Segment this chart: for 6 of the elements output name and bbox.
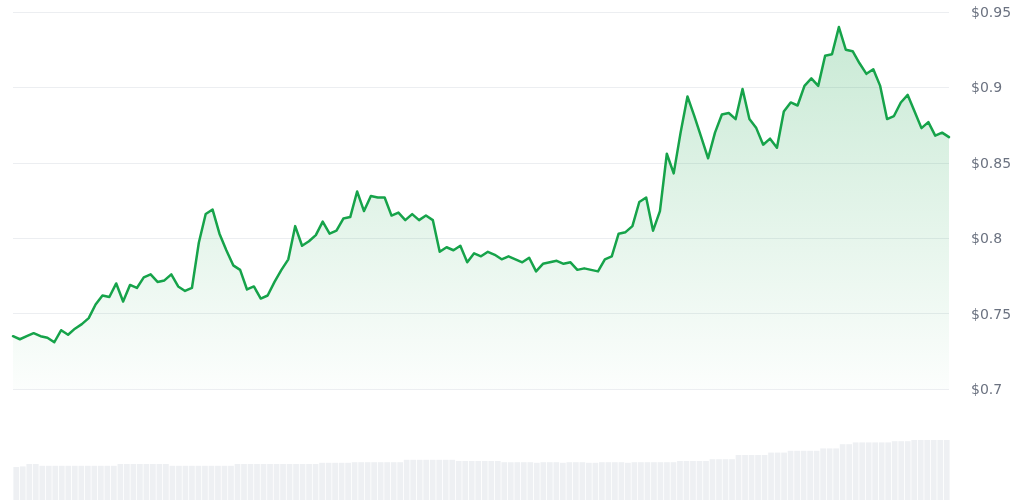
y-tick-label: $0.85 — [971, 154, 1012, 171]
y-tick-label: $0.7 — [971, 381, 1003, 397]
y-tick-label: $0.8 — [971, 230, 1003, 247]
y-tick-label: $0.9 — [971, 79, 1003, 96]
y-tick-label: $0.75 — [971, 305, 1012, 322]
y-tick-label: $0.95 — [971, 4, 1012, 20]
